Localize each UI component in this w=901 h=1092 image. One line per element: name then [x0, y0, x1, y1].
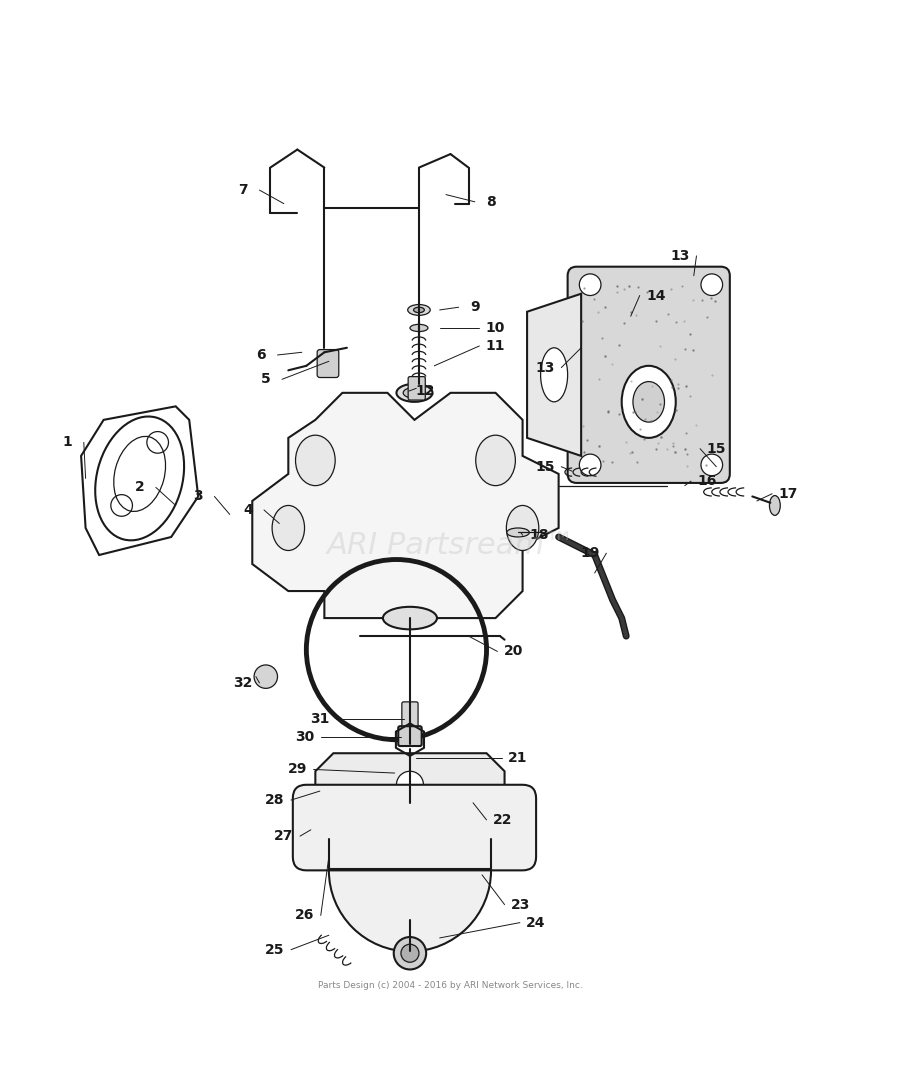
Circle shape — [701, 274, 723, 296]
Text: 7: 7 — [239, 183, 248, 197]
Text: 9: 9 — [470, 300, 479, 314]
Text: 13: 13 — [670, 249, 690, 263]
Text: 14: 14 — [646, 288, 666, 302]
Ellipse shape — [476, 436, 515, 486]
Ellipse shape — [506, 506, 539, 550]
Text: 18: 18 — [529, 529, 549, 543]
Text: 28: 28 — [265, 793, 285, 807]
Text: 20: 20 — [504, 644, 523, 658]
Text: 16: 16 — [697, 474, 717, 488]
Text: 22: 22 — [493, 812, 513, 827]
Text: 13: 13 — [535, 360, 555, 375]
Text: 26: 26 — [295, 909, 314, 923]
Circle shape — [701, 454, 723, 476]
FancyBboxPatch shape — [568, 266, 730, 483]
FancyBboxPatch shape — [293, 785, 536, 870]
Text: 15: 15 — [706, 441, 726, 455]
Text: 23: 23 — [511, 898, 531, 912]
Ellipse shape — [408, 305, 431, 316]
Text: 1: 1 — [63, 436, 72, 450]
FancyBboxPatch shape — [317, 349, 339, 378]
Ellipse shape — [396, 383, 432, 402]
PathPatch shape — [315, 753, 505, 817]
Text: 30: 30 — [295, 731, 314, 744]
Text: 10: 10 — [486, 321, 505, 335]
Text: 32: 32 — [233, 676, 253, 690]
Circle shape — [254, 665, 278, 688]
Text: Parts Design (c) 2004 - 2016 by ARI Network Services, Inc.: Parts Design (c) 2004 - 2016 by ARI Netw… — [318, 982, 583, 990]
Ellipse shape — [410, 324, 428, 332]
Text: 19: 19 — [580, 546, 600, 560]
Text: ARI Partsream™: ARI Partsream™ — [326, 532, 575, 560]
Ellipse shape — [541, 347, 568, 402]
Ellipse shape — [622, 366, 676, 438]
Ellipse shape — [404, 388, 426, 399]
Circle shape — [396, 771, 423, 798]
Ellipse shape — [383, 607, 437, 629]
Text: 12: 12 — [415, 384, 435, 397]
Text: 6: 6 — [257, 348, 266, 361]
Text: 2: 2 — [135, 480, 144, 495]
Text: 21: 21 — [508, 750, 528, 764]
Text: 3: 3 — [194, 489, 203, 503]
Ellipse shape — [506, 527, 530, 537]
Ellipse shape — [296, 436, 335, 486]
Text: 17: 17 — [778, 487, 798, 501]
Circle shape — [394, 937, 426, 970]
Text: 29: 29 — [287, 762, 307, 776]
PathPatch shape — [527, 294, 581, 455]
Wedge shape — [329, 870, 491, 951]
Ellipse shape — [769, 496, 780, 515]
Ellipse shape — [272, 506, 305, 550]
PathPatch shape — [252, 393, 559, 618]
Text: 27: 27 — [274, 829, 294, 843]
FancyBboxPatch shape — [408, 377, 425, 400]
Text: 15: 15 — [535, 460, 555, 474]
Circle shape — [401, 945, 419, 962]
Text: 31: 31 — [310, 712, 330, 726]
Text: 4: 4 — [243, 503, 252, 517]
Text: 11: 11 — [486, 339, 505, 353]
FancyBboxPatch shape — [398, 726, 422, 746]
Text: 8: 8 — [487, 194, 496, 209]
FancyBboxPatch shape — [402, 702, 418, 733]
Text: 5: 5 — [261, 372, 270, 387]
Text: 24: 24 — [526, 915, 546, 929]
Text: 25: 25 — [265, 942, 285, 957]
Ellipse shape — [414, 307, 424, 312]
Circle shape — [579, 274, 601, 296]
Circle shape — [579, 454, 601, 476]
Ellipse shape — [633, 381, 665, 423]
